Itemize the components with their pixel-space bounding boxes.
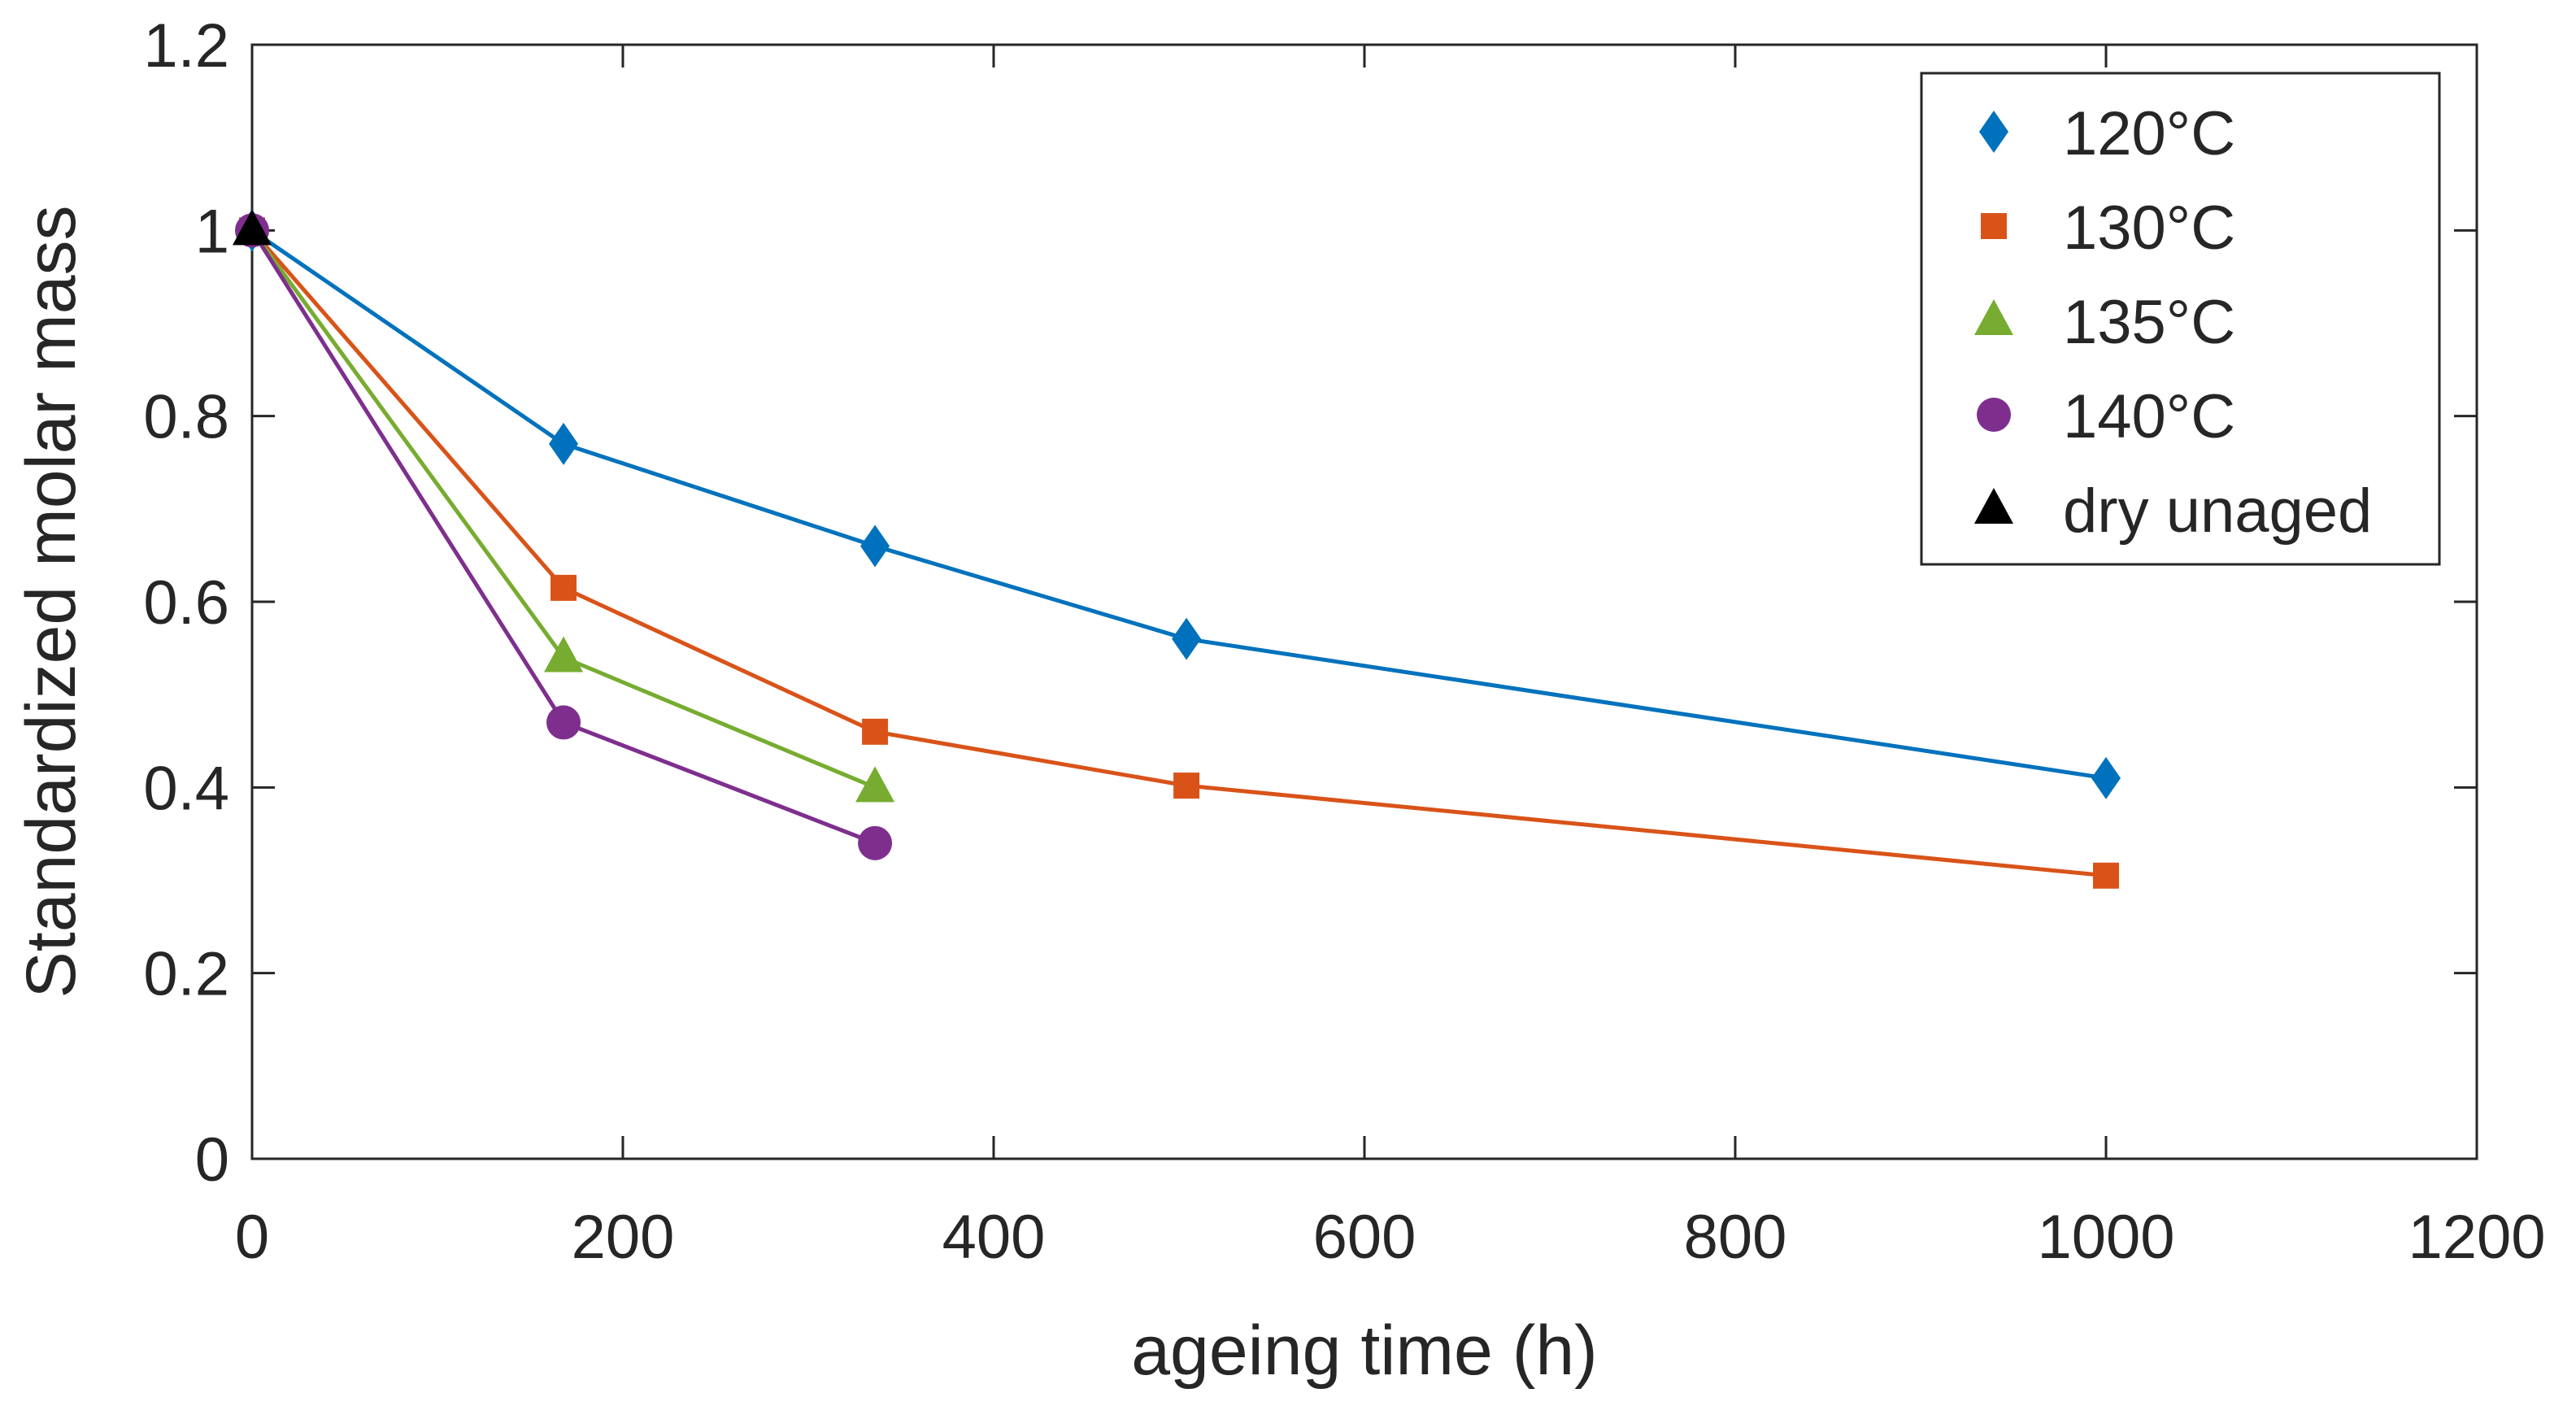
x-axis-label: ageing time (h)	[1131, 1312, 1598, 1390]
data-point-120-c	[860, 525, 890, 568]
y-axis-label: Standardized molar mass	[12, 205, 90, 998]
data-point-120-c	[1172, 617, 1202, 660]
legend-marker-140-c	[1977, 398, 2011, 432]
data-point-135-c	[544, 636, 584, 673]
legend-marker-130-c	[1981, 213, 2007, 239]
x-tick-label: 200	[572, 1203, 675, 1272]
legend: 120°C 130°C 135°C 140°C dry unaged	[1920, 72, 2441, 566]
y-tick-label: 1	[195, 197, 229, 266]
legend-marker-dry-unaged	[1974, 488, 2013, 524]
data-point-120-c	[549, 422, 579, 465]
y-tick-label: 0.2	[143, 940, 229, 1009]
data-point-120-c	[2091, 756, 2121, 799]
y-tick-label: 0.4	[143, 754, 229, 823]
data-point-130-c	[550, 574, 577, 601]
legend-label-dry-unaged: dry unaged	[2063, 477, 2372, 546]
y-tick-label: 1.2	[143, 11, 229, 81]
legend-box	[1920, 72, 2441, 566]
x-tick-label: 1200	[2408, 1203, 2545, 1272]
legend-label-120-c: 120°C	[2063, 99, 2235, 168]
legend-label-130-c: 130°C	[2063, 194, 2235, 263]
x-tick-label: 0	[235, 1203, 269, 1272]
data-point-130-c	[1173, 773, 1200, 799]
x-tick-label: 800	[1684, 1203, 1787, 1272]
y-tick-label: 0.6	[143, 568, 229, 638]
y-tick-label: 0	[195, 1125, 229, 1195]
data-point-140-c	[546, 705, 581, 740]
legend-label-140-c: 140°C	[2063, 382, 2235, 451]
data-point-dry-unaged	[233, 209, 272, 246]
legend-marker-120-c	[1979, 111, 2008, 153]
x-tick-label: 1000	[2037, 1203, 2174, 1272]
x-tick-label: 600	[1313, 1203, 1416, 1272]
data-point-135-c	[855, 766, 895, 803]
series-markers	[233, 209, 2121, 889]
data-point-130-c	[862, 718, 889, 745]
tick-labels: 0 200 400 600 800 1000 1200 0 0.2 0.4 0.6 0.8 1 1.2	[143, 11, 2545, 1272]
legend-marker-135-c	[1974, 299, 2013, 335]
data-point-130-c	[2093, 862, 2119, 889]
data-point-140-c	[858, 825, 893, 860]
legend-label-135-c: 135°C	[2063, 288, 2235, 357]
x-tick-label: 400	[942, 1203, 1046, 1272]
y-tick-label: 0.8	[143, 383, 229, 452]
